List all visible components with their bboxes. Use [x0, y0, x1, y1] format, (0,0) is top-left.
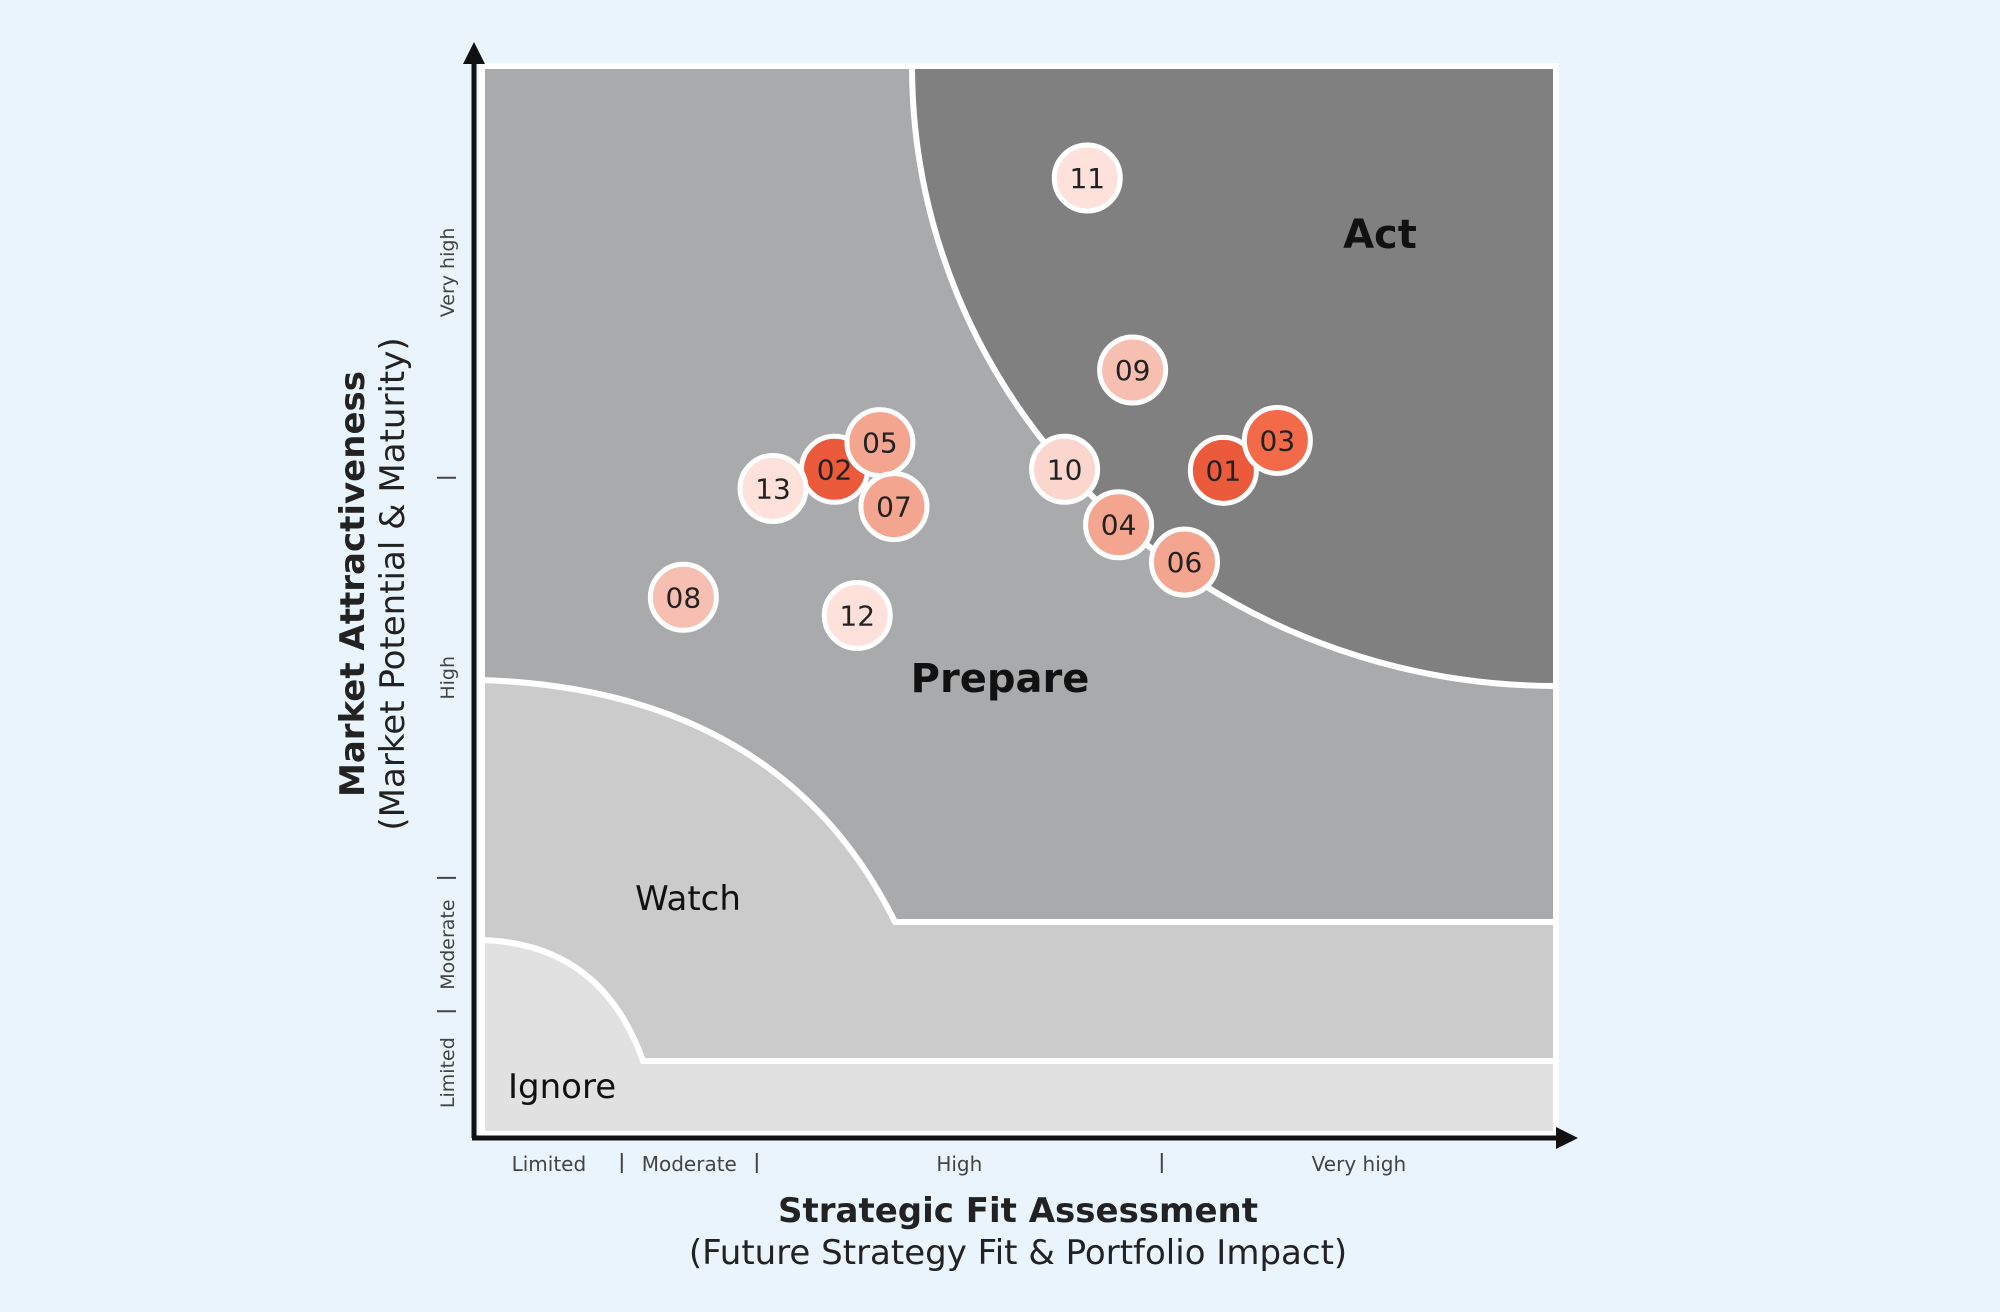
data-point-13: 13	[737, 452, 809, 524]
data-point-marker	[1097, 334, 1169, 406]
data-point-12: 12	[821, 579, 893, 651]
data-point-label: 03	[1260, 424, 1296, 457]
x-tick-label: High	[936, 1152, 982, 1176]
data-point-label: 08	[666, 581, 702, 614]
data-point-label: 04	[1101, 509, 1137, 542]
zone-label-watch: Watch	[635, 879, 741, 919]
x-axis-arrow	[1556, 1127, 1578, 1149]
data-point-marker	[1051, 142, 1123, 214]
zone-label-act: Act	[1343, 212, 1417, 258]
data-point-label: 06	[1167, 546, 1203, 579]
zone-labels-layer: Act Prepare Watch Ignore	[508, 212, 1417, 1107]
data-point-label: 01	[1206, 454, 1242, 487]
zone-label-ignore: Ignore	[508, 1067, 616, 1107]
data-point-label: 09	[1115, 354, 1151, 387]
y-tick-label: Very high	[437, 228, 459, 318]
data-point-03: 03	[1241, 404, 1313, 476]
x-tick-label: Limited	[512, 1152, 587, 1176]
data-point-09: 09	[1097, 334, 1169, 406]
data-point-marker	[647, 561, 719, 633]
data-point-marker	[1029, 433, 1101, 505]
points-layer: 01 02 03 04 05 06 07 08 09 10 11 12 13	[647, 142, 1313, 651]
x-tick-label: Very high	[1312, 1152, 1406, 1176]
zone-ignore	[479, 937, 1559, 1137]
data-point-10: 10	[1029, 433, 1101, 505]
data-point-label: 02	[817, 453, 853, 486]
x-axis-subtitle: (Future Strategy Fit & Portfolio Impact)	[689, 1233, 1347, 1273]
y-axis-arrow	[463, 42, 485, 64]
data-point-label: 12	[839, 599, 875, 632]
data-point-label: 13	[755, 472, 791, 505]
data-point-label: 07	[876, 491, 912, 524]
axes-layer: Strategic Fit Assessment(Future Strategy…	[333, 42, 1578, 1273]
y-tick-label: High	[437, 656, 459, 700]
x-tick-label: Moderate	[642, 1152, 737, 1176]
data-point-marker	[1148, 526, 1220, 598]
data-point-04: 04	[1083, 489, 1155, 561]
data-point-marker	[821, 579, 893, 651]
zone-watch	[479, 677, 1559, 1137]
data-point-label: 10	[1047, 453, 1083, 486]
y-tick-label: Moderate	[437, 899, 459, 989]
y-axis-title: Market Attractiveness	[333, 371, 373, 797]
data-point-marker	[1241, 404, 1313, 476]
ticks-layer: Limited Moderate High Very high Limited Moder…	[437, 228, 1406, 1176]
data-point-11: 11	[1051, 142, 1123, 214]
data-point-06: 06	[1148, 526, 1220, 598]
data-point-07: 07	[858, 471, 930, 543]
data-point-01: 01	[1187, 434, 1259, 506]
zone-label-prepare: Prepare	[911, 656, 1090, 702]
y-tick-label: Limited	[437, 1037, 459, 1108]
y-axis-subtitle: (Market Potential & Maturity)	[373, 337, 413, 830]
data-point-marker	[1083, 489, 1155, 561]
data-point-marker	[858, 471, 930, 543]
data-point-label: 11	[1069, 162, 1105, 195]
data-point-08: 08	[647, 561, 719, 633]
data-point-05: 05	[844, 407, 916, 479]
x-axis-title: Strategic Fit Assessment	[778, 1191, 1258, 1231]
data-point-label: 05	[862, 427, 898, 460]
data-point-marker	[1187, 434, 1259, 506]
data-point-marker	[737, 452, 809, 524]
